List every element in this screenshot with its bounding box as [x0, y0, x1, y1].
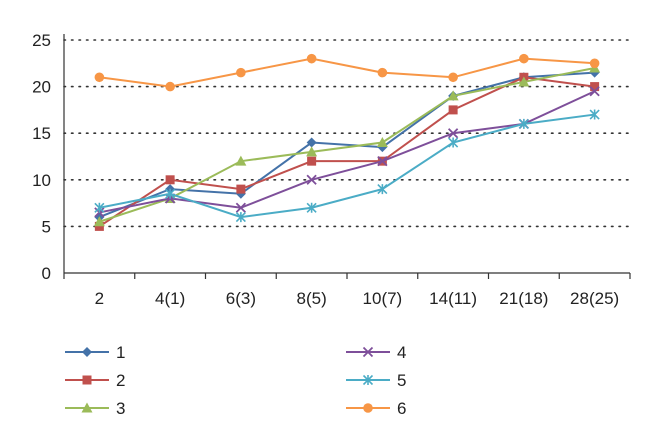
x-tick-label: 10(7): [363, 289, 403, 308]
data-point-series-6: [589, 58, 600, 69]
data-point-series-1: [306, 137, 317, 148]
legend-marker-1: [82, 347, 92, 357]
data-point-series-3: [93, 216, 105, 227]
legend-marker-6: [363, 403, 373, 413]
data-point-series-3: [376, 137, 388, 148]
data-point-series-6: [377, 67, 388, 78]
series-line-6: [99, 57, 595, 88]
data-point-series-3: [518, 76, 530, 87]
series-line-2: [98, 76, 595, 228]
data-point-series-5: [377, 184, 388, 195]
data-point-series-6: [306, 53, 317, 64]
data-point-series-5: [235, 212, 246, 223]
x-tick-label: 6(3): [226, 289, 256, 308]
data-point-series-4: [235, 202, 247, 213]
x-tick-label: 21(18): [499, 289, 548, 308]
data-point-series-6: [448, 72, 458, 83]
series-line-4: [99, 90, 596, 214]
y-tick-label: 25: [32, 31, 51, 50]
x-tick-label: 28(25): [570, 289, 619, 308]
data-point-series-2: [165, 175, 175, 185]
data-point-series-2: [236, 184, 246, 194]
data-point-series-6: [236, 67, 246, 78]
data-point-series-5: [589, 109, 600, 120]
data-point-series-5: [94, 202, 105, 213]
legend-label-1: 1: [116, 343, 125, 362]
legend-label-6: 6: [397, 399, 406, 418]
y-tick-label: 15: [32, 124, 51, 143]
legend-marker-3: [81, 402, 93, 413]
data-point-series-5: [448, 137, 459, 148]
data-point-series-4: [447, 128, 459, 139]
x-tick-label: 4(1): [155, 289, 185, 308]
data-point-series-2: [307, 156, 317, 166]
y-tick-label: 5: [42, 217, 51, 236]
x-tick-label: 2: [95, 289, 104, 308]
series-line-5: [99, 113, 595, 219]
x-tick-label: 14(11): [429, 289, 477, 308]
data-point-series-2: [94, 221, 104, 231]
data-point-series-5: [306, 202, 317, 213]
series-line-1: [99, 71, 595, 219]
series-line-3: [99, 66, 595, 223]
legend-label-3: 3: [116, 399, 125, 418]
legend-label-5: 5: [397, 371, 406, 390]
data-point-series-3: [306, 146, 318, 157]
data-point-series-3: [447, 90, 459, 101]
data-point-series-4: [589, 86, 600, 97]
data-point-series-6: [94, 72, 105, 83]
legend-label-2: 2: [116, 371, 125, 390]
data-point-series-6: [519, 53, 529, 64]
data-point-series-2: [590, 82, 600, 92]
data-point-series-2: [448, 105, 458, 115]
legend-marker-2: [82, 375, 92, 385]
data-point-series-3: [235, 155, 247, 166]
data-point-series-5: [165, 188, 176, 199]
y-tick-label: 10: [32, 171, 51, 190]
x-tick-label: 8(5): [297, 289, 327, 308]
y-tick-label: 0: [42, 264, 51, 283]
legend-label-4: 4: [397, 343, 406, 362]
data-point-series-5: [518, 118, 529, 129]
legend-marker-4: [362, 346, 374, 358]
y-tick-label: 20: [32, 78, 51, 97]
data-point-series-4: [377, 156, 388, 167]
data-point-series-6: [165, 81, 175, 92]
data-point-series-4: [306, 174, 317, 185]
legend-marker-5: [362, 374, 374, 386]
